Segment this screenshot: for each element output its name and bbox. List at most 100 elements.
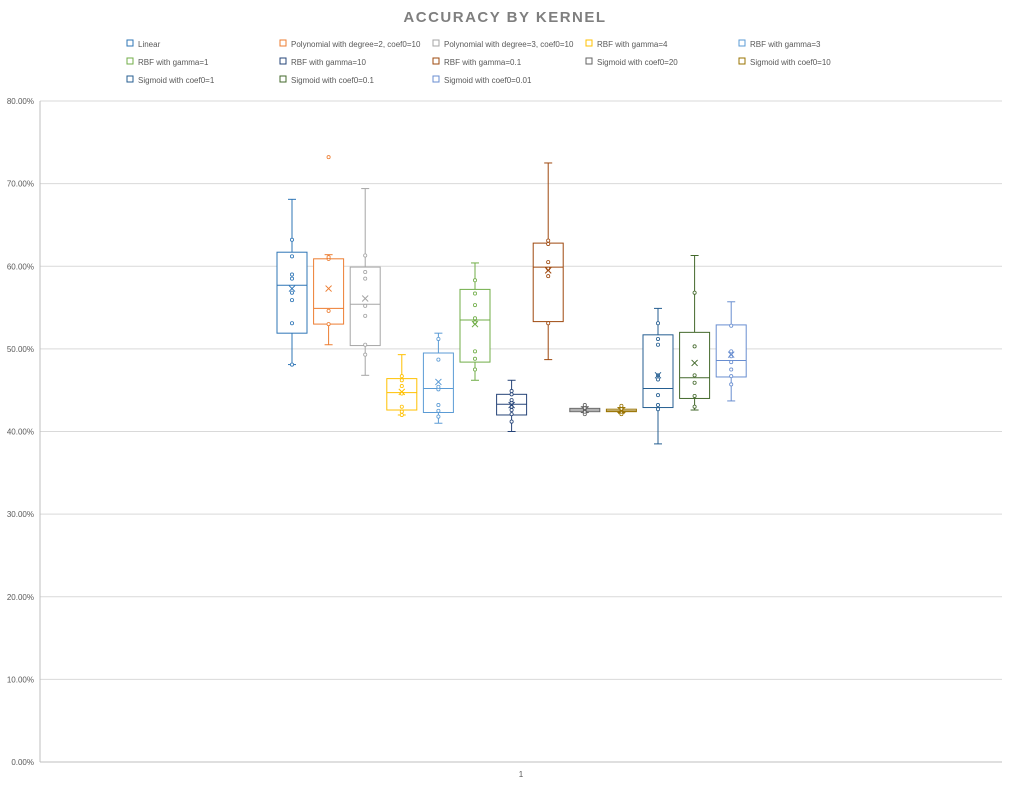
data-point: [729, 360, 734, 365]
legend-swatch: [738, 39, 746, 47]
data-point: [289, 272, 294, 277]
legend-swatch: [126, 57, 134, 65]
box-4: [386, 354, 418, 417]
legend-label: Sigmoid with coef0=0.01: [444, 76, 532, 85]
mean-marker: [654, 371, 662, 379]
legend-label: Polynomial with degree=3, coef0=10: [444, 40, 574, 49]
data-point: [436, 357, 441, 362]
legend-item: Sigmoid with coef0=0.01: [432, 75, 532, 85]
data-point: [289, 290, 294, 295]
mean-marker-stroke: [361, 295, 369, 302]
legend-item: Linear: [126, 39, 161, 49]
gridlines: [40, 100, 1002, 680]
y-tick-label: 10.00%: [7, 675, 34, 684]
data-point: [399, 404, 404, 409]
mean-marker: [727, 351, 735, 359]
data-point: [399, 374, 404, 379]
data-point: [656, 336, 661, 341]
data-point: [289, 321, 294, 326]
data-point: [472, 316, 477, 321]
data-point: [363, 276, 368, 281]
box-7: [496, 379, 528, 432]
data-point: [472, 291, 477, 296]
data-point: [289, 254, 294, 259]
data-point: [656, 321, 661, 326]
data-point: [729, 382, 734, 387]
data-point: [363, 342, 368, 347]
data-point: [363, 303, 368, 308]
legend-swatch: [432, 57, 440, 65]
legend-item: RBF with gamma=10: [279, 57, 366, 67]
data-point: [546, 238, 551, 243]
mean-marker-stroke: [508, 401, 515, 409]
data-point: [436, 384, 441, 389]
legend-label: Linear: [138, 40, 161, 49]
data-point: [436, 403, 441, 408]
legend-label: RBF with gamma=1: [138, 58, 209, 67]
data-point: [472, 349, 477, 354]
mean-marker: [288, 285, 296, 292]
data-point: [692, 404, 697, 409]
y-axis-tick-labels: 0.00% 10.00% 20.00% 30.00% 40.00% 50.00% 60.00…: [7, 97, 34, 767]
data-point: [509, 408, 514, 413]
chart-title: ACCURACY BY KERNEL: [403, 9, 606, 26]
box-body: [532, 242, 564, 323]
y-tick-label: 60.00%: [7, 262, 34, 271]
box-3: [349, 188, 381, 376]
data-point: [326, 308, 331, 313]
legend-label: Sigmoid with coef0=20: [597, 58, 678, 67]
legend-item: Polynomial with degree=3, coef0=10: [432, 39, 574, 49]
legend-label: Sigmoid with coef0=10: [750, 58, 831, 67]
data-point: [546, 260, 551, 265]
data-point: [399, 409, 404, 414]
data-point: [509, 392, 514, 397]
legend-label: RBF with gamma=10: [291, 58, 366, 67]
legend-item: RBF with gamma=3: [738, 39, 821, 49]
data-point: [729, 367, 734, 372]
data-point: [289, 237, 294, 242]
mean-marker: [361, 295, 369, 302]
data-point: [656, 393, 661, 398]
mean-marker-stroke: [398, 388, 406, 396]
data-point: [399, 384, 404, 389]
legend-swatch: [279, 75, 287, 83]
mean-marker: [508, 401, 515, 409]
data-point: [692, 393, 697, 398]
legend-item: RBF with gamma=1: [126, 57, 209, 67]
legend-label: Sigmoid with coef0=0.1: [291, 76, 374, 85]
y-tick-label: 0.00%: [11, 758, 34, 767]
data-point: [436, 336, 441, 341]
mean-marker: [471, 320, 479, 328]
data-point: [436, 408, 441, 413]
data-point: [656, 403, 661, 408]
y-tick-label: 80.00%: [7, 97, 34, 106]
data-point: [326, 255, 331, 260]
box-5: [422, 332, 454, 424]
mean-marker: [691, 359, 698, 367]
data-point: [399, 412, 404, 417]
data-point: [582, 403, 587, 408]
data-point: [656, 342, 661, 347]
data-point: [546, 274, 551, 279]
data-point: [363, 313, 368, 318]
data-point: [692, 290, 697, 295]
box-11: [642, 307, 674, 445]
legend-item: Sigmoid with coef0=20: [585, 57, 678, 67]
data-point: [399, 378, 404, 383]
data-point: [289, 362, 294, 367]
box-2: [313, 155, 345, 346]
data-point: [509, 419, 514, 424]
box-9: [569, 403, 601, 417]
mean-marker-stroke: [325, 285, 332, 292]
data-point: [692, 344, 697, 349]
legend-swatch: [432, 75, 440, 83]
outlier-point: [326, 155, 331, 160]
legend-swatch: [738, 57, 746, 65]
data-point: [289, 276, 294, 281]
data-point: [729, 323, 734, 328]
legend-swatch: [279, 57, 287, 65]
box-body: [313, 258, 345, 325]
data-point: [509, 398, 514, 403]
box-body: [679, 331, 711, 399]
